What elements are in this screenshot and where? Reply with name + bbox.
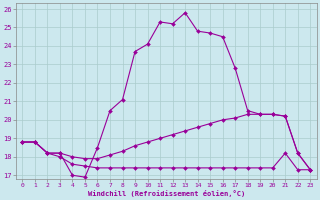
X-axis label: Windchill (Refroidissement éolien,°C): Windchill (Refroidissement éolien,°C): [88, 190, 245, 197]
